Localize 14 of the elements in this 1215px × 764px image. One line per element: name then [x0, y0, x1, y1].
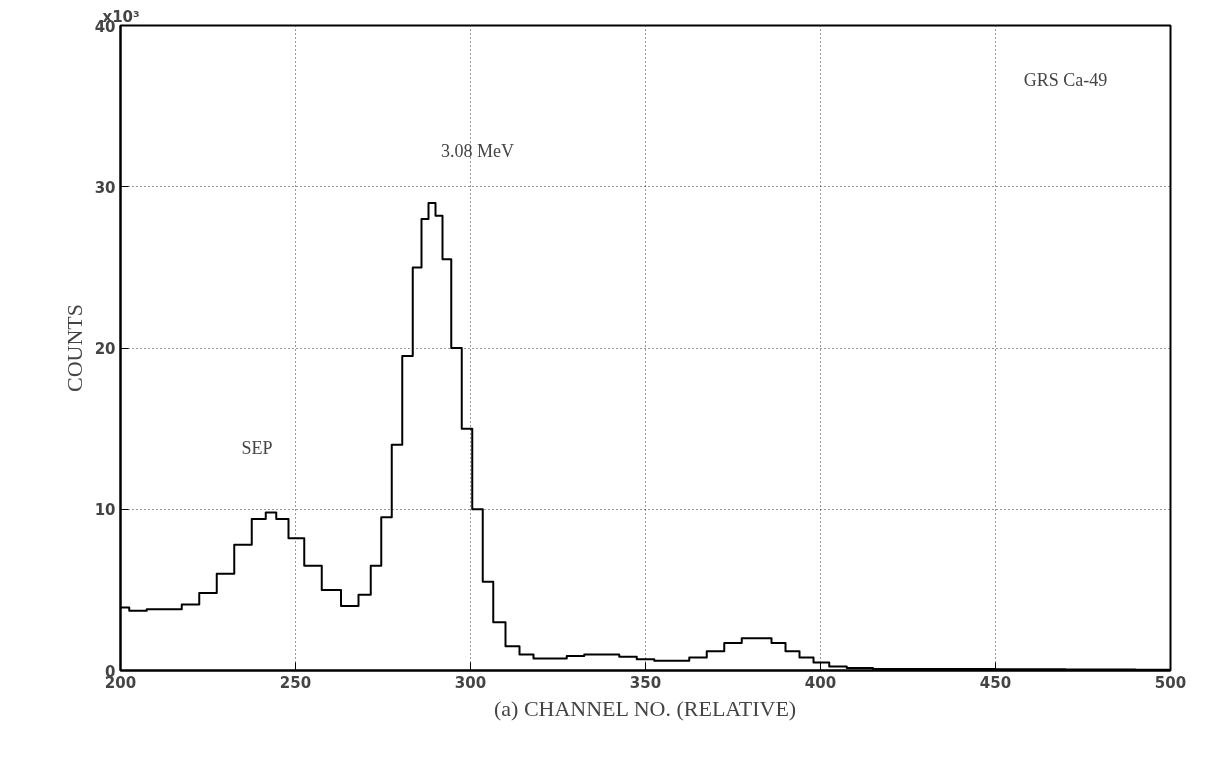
y-tick-label: 30 [94, 178, 116, 197]
x-tick-label: 350 [629, 673, 662, 692]
y-axis-title: COUNTS [61, 303, 87, 393]
annotation: GRS Ca-49 [1023, 70, 1108, 90]
x-tick-label: 500 [1154, 673, 1187, 692]
x-tick-label: 400 [804, 673, 837, 692]
y-tick-label: 20 [94, 340, 116, 358]
annotation: SEP [241, 437, 273, 458]
x-axis-title: (a) CHANNEL NO. (RELATIVE) [493, 695, 797, 721]
annotation: 3.08 MeV [441, 140, 514, 161]
x-tick-label: 250 [279, 673, 312, 692]
y-tick-label: 10 [94, 501, 116, 520]
x-tick-label: 450 [979, 673, 1012, 692]
x-tick-label: 300 [454, 673, 487, 692]
